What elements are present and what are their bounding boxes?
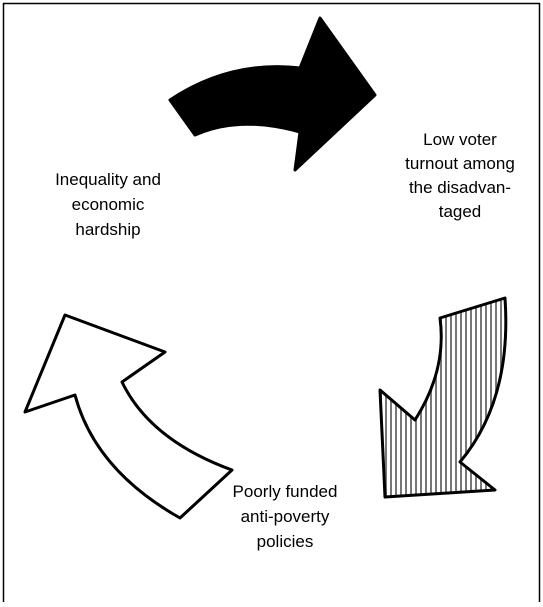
node-label: turnout among [405, 154, 515, 173]
node-label: Inequality and [55, 170, 161, 189]
arrow-black [168, 16, 377, 172]
node-label: hardship [75, 220, 140, 239]
node-label: Low voter [423, 130, 497, 149]
node-label: taged [439, 202, 482, 221]
node-label: the disadvan- [409, 178, 511, 197]
arrow-white [23, 313, 234, 520]
arrow-striped [378, 296, 508, 499]
labels: Inequality and economic hardship Low voter t… [55, 130, 515, 551]
node-label: economic [72, 195, 145, 214]
node-label: anti-poverty [241, 507, 330, 526]
node-label: Poorly funded [233, 482, 338, 501]
node-label: policies [257, 532, 314, 551]
